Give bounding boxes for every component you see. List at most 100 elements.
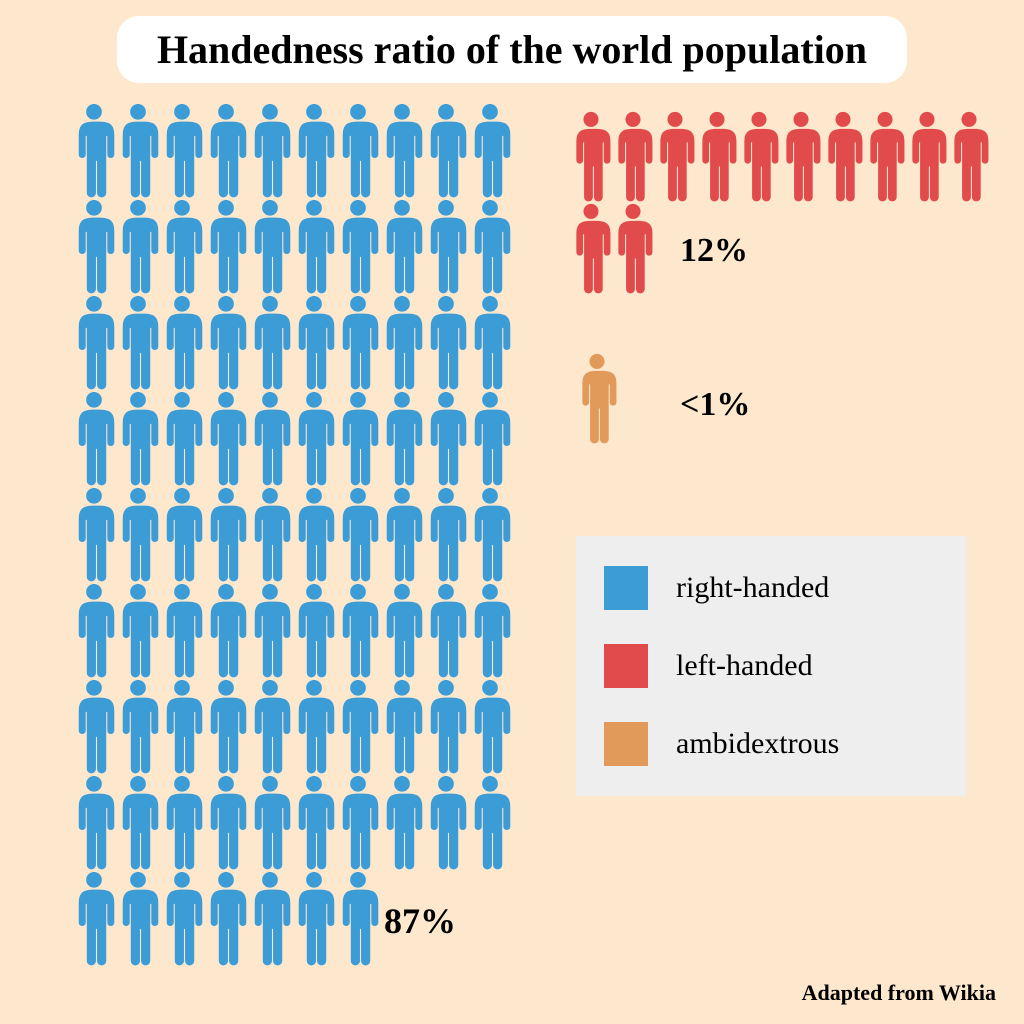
person-icon [468, 102, 512, 198]
person-icon [248, 102, 292, 198]
person-icon [424, 102, 468, 198]
person-icon [780, 110, 822, 202]
legend: right-handed left-handed ambidextrous [576, 536, 966, 796]
legend-swatch-icon [604, 644, 648, 688]
person-icon [948, 110, 990, 202]
person-icon [292, 198, 336, 294]
person-icon [116, 294, 160, 390]
person-icon [336, 678, 380, 774]
person-icon [906, 110, 948, 202]
person-icon [160, 486, 204, 582]
person-icon [72, 294, 116, 390]
person-icon [292, 294, 336, 390]
person-icon [380, 678, 424, 774]
person-icon [72, 102, 116, 198]
person-icon [822, 110, 864, 202]
person-icon [116, 774, 160, 870]
legend-label: right-handed [676, 571, 829, 605]
credit-text: Adapted from Wikia [802, 980, 996, 1006]
person-icon [248, 678, 292, 774]
person-icon [248, 582, 292, 678]
percent-right-handed: 87% [384, 900, 456, 942]
person-icon [292, 774, 336, 870]
person-icon [380, 582, 424, 678]
person-icon [248, 870, 292, 966]
person-icon [380, 390, 424, 486]
legend-swatch-icon [604, 722, 648, 766]
person-icon [204, 678, 248, 774]
pictogram-ambidextrous [576, 352, 996, 444]
person-icon [738, 110, 780, 202]
person-icon [292, 102, 336, 198]
page-title: Handedness ratio of the world population [157, 26, 867, 73]
person-icon [612, 110, 654, 202]
person-icon [576, 352, 618, 444]
person-icon [204, 582, 248, 678]
person-icon [204, 774, 248, 870]
person-icon [160, 678, 204, 774]
person-icon [654, 110, 696, 202]
person-icon [468, 390, 512, 486]
person-icon [424, 486, 468, 582]
person-icon [292, 390, 336, 486]
person-icon [204, 102, 248, 198]
person-icon [424, 390, 468, 486]
person-icon [424, 774, 468, 870]
person-icon [570, 202, 612, 294]
person-icon [336, 294, 380, 390]
person-icon [116, 678, 160, 774]
pictogram-left-handed [570, 110, 990, 294]
person-icon [336, 774, 380, 870]
person-icon [468, 582, 512, 678]
person-icon [864, 110, 906, 202]
person-icon [380, 486, 424, 582]
person-icon [336, 582, 380, 678]
person-icon [116, 390, 160, 486]
person-icon [72, 870, 116, 966]
person-icon [468, 774, 512, 870]
person-icon [72, 198, 116, 294]
person-icon [468, 294, 512, 390]
legend-item-ambidextrous: ambidextrous [604, 722, 938, 766]
person-icon [292, 582, 336, 678]
legend-label: left-handed [676, 649, 813, 683]
person-icon [380, 774, 424, 870]
person-icon [696, 110, 738, 202]
person-icon [72, 390, 116, 486]
person-icon [248, 390, 292, 486]
percent-ambidextrous: <1% [680, 386, 750, 424]
person-icon [204, 294, 248, 390]
person-icon [336, 198, 380, 294]
legend-label: ambidextrous [676, 727, 839, 761]
person-icon [612, 202, 654, 294]
person-icon [160, 774, 204, 870]
pictogram-right-handed [72, 102, 512, 966]
person-icon [380, 294, 424, 390]
person-icon [424, 582, 468, 678]
person-icon [380, 102, 424, 198]
person-icon [424, 198, 468, 294]
person-icon [336, 102, 380, 198]
person-icon [160, 582, 204, 678]
person-icon [380, 198, 424, 294]
person-icon [468, 486, 512, 582]
person-icon [336, 390, 380, 486]
person-icon [72, 582, 116, 678]
legend-item-left-handed: left-handed [604, 644, 938, 688]
person-icon [160, 294, 204, 390]
person-icon [248, 198, 292, 294]
title-pill: Handedness ratio of the world population [117, 16, 907, 83]
person-icon [160, 870, 204, 966]
person-icon [424, 678, 468, 774]
person-icon [204, 870, 248, 966]
person-icon [248, 294, 292, 390]
person-icon [204, 198, 248, 294]
legend-swatch-icon [604, 566, 648, 610]
person-icon [248, 774, 292, 870]
person-icon [468, 198, 512, 294]
person-icon [248, 486, 292, 582]
person-icon [468, 678, 512, 774]
person-icon [336, 870, 380, 966]
person-icon [116, 102, 160, 198]
person-icon [116, 582, 160, 678]
